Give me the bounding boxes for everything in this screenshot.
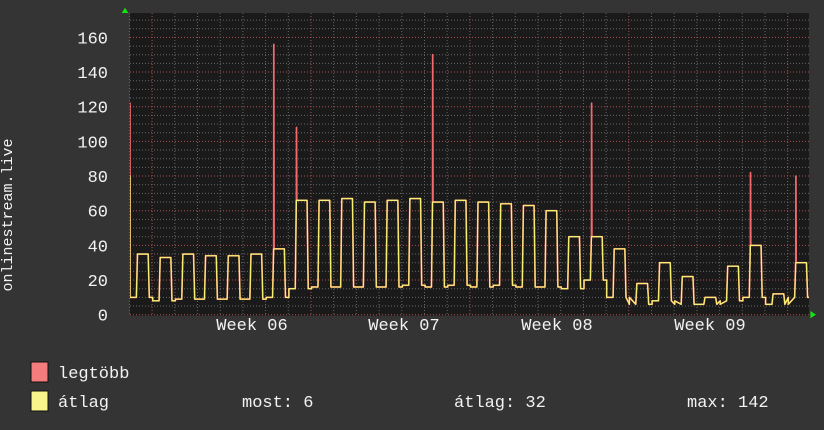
svg-text:20: 20 <box>88 273 108 292</box>
svg-text:160: 160 <box>77 30 108 49</box>
svg-text:most: 6: most: 6 <box>242 394 313 413</box>
svg-text:max: 142: max: 142 <box>687 394 769 413</box>
svg-text:átlag: átlag <box>58 394 109 413</box>
svg-text:60: 60 <box>88 204 108 223</box>
svg-text:legtöbb: legtöbb <box>58 365 129 384</box>
svg-text:120: 120 <box>77 100 108 119</box>
svg-text:onlinestream.live: onlinestream.live <box>0 138 17 291</box>
svg-text:Week 08: Week 08 <box>521 317 592 336</box>
svg-text:0: 0 <box>98 308 108 327</box>
svg-text:Week 07: Week 07 <box>368 317 439 336</box>
svg-text:40: 40 <box>88 238 108 257</box>
svg-text:80: 80 <box>88 169 108 188</box>
svg-text:átlag: 32: átlag: 32 <box>454 394 546 413</box>
svg-text:Week 06: Week 06 <box>216 317 287 336</box>
svg-text:Week 09: Week 09 <box>674 317 745 336</box>
svg-text:140: 140 <box>77 65 108 84</box>
svg-text:100: 100 <box>77 134 108 153</box>
